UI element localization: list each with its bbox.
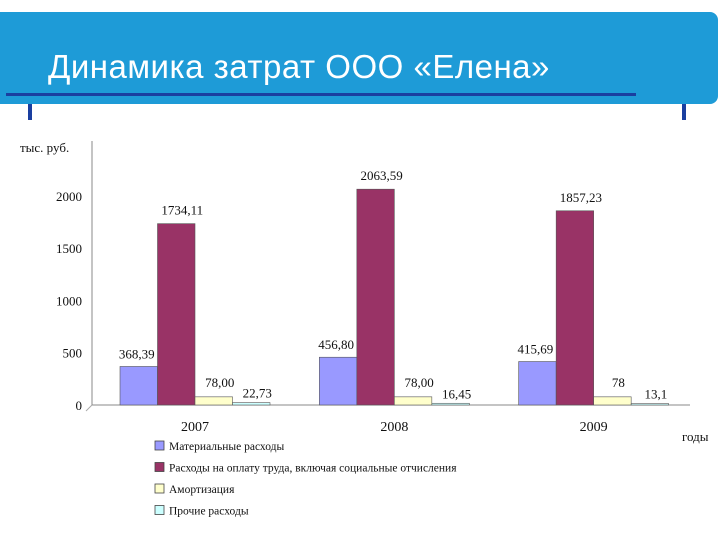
slide-title: Динамика затрат ООО «Елена» [48, 48, 550, 85]
y-axis-unit-label: тыс. руб. [20, 140, 69, 155]
title-banner: Динамика затрат ООО «Елена» [0, 12, 718, 104]
data-label: 1734,11 [161, 203, 203, 218]
bar [593, 396, 632, 406]
data-label: 368,39 [119, 346, 155, 361]
legend-swatch [154, 483, 165, 494]
axis-corner [85, 404, 93, 412]
bar [555, 210, 594, 406]
y-tick-label: 1000 [56, 293, 82, 308]
legend-item-label: Амортизация [169, 484, 235, 496]
bar-chart: тыс. руб. 0 500 1000 1500 2000 368,39 1734,11 78… [20, 140, 709, 518]
x-tick-label: 2007 [181, 420, 209, 435]
title-underline [6, 93, 636, 96]
data-label: 16,45 [442, 386, 471, 401]
bar [194, 396, 233, 406]
data-label: 415,69 [518, 342, 554, 357]
data-label: 78,00 [205, 375, 234, 390]
bar [394, 396, 433, 406]
data-label: 2063,59 [360, 168, 402, 183]
data-label: 456,80 [318, 337, 354, 352]
legend-item-label: Материальные расходы [169, 441, 285, 453]
bar [157, 223, 196, 406]
y-tick-label: 0 [76, 398, 83, 413]
legend-item-label: Прочие расходы [169, 506, 249, 518]
bar [518, 361, 557, 406]
right-accent-mark [682, 104, 686, 120]
y-tick-label: 1500 [56, 241, 82, 256]
left-accent-mark [28, 104, 32, 120]
data-label: 78,00 [404, 375, 433, 390]
y-tick-label: 2000 [56, 189, 82, 204]
legend-swatch [154, 440, 165, 451]
data-label: 22,73 [243, 386, 272, 401]
data-label: 78 [612, 375, 625, 390]
legend-swatch [154, 462, 165, 472]
x-tick-label: 2008 [380, 420, 408, 435]
x-axis-unit-label: годы [682, 429, 709, 444]
data-label: 13,1 [645, 387, 668, 402]
x-tick-label: 2009 [580, 420, 608, 435]
y-tick-label: 500 [63, 346, 83, 361]
bar [356, 188, 395, 406]
data-label: 1857,23 [560, 190, 602, 205]
bar [119, 366, 158, 406]
legend-swatch [154, 505, 165, 515]
bar [431, 402, 470, 406]
bar [232, 402, 271, 406]
bar [630, 403, 669, 406]
legend-item-label: Расходы на оплату труда, включая социаль… [169, 463, 457, 475]
bar [319, 356, 358, 406]
